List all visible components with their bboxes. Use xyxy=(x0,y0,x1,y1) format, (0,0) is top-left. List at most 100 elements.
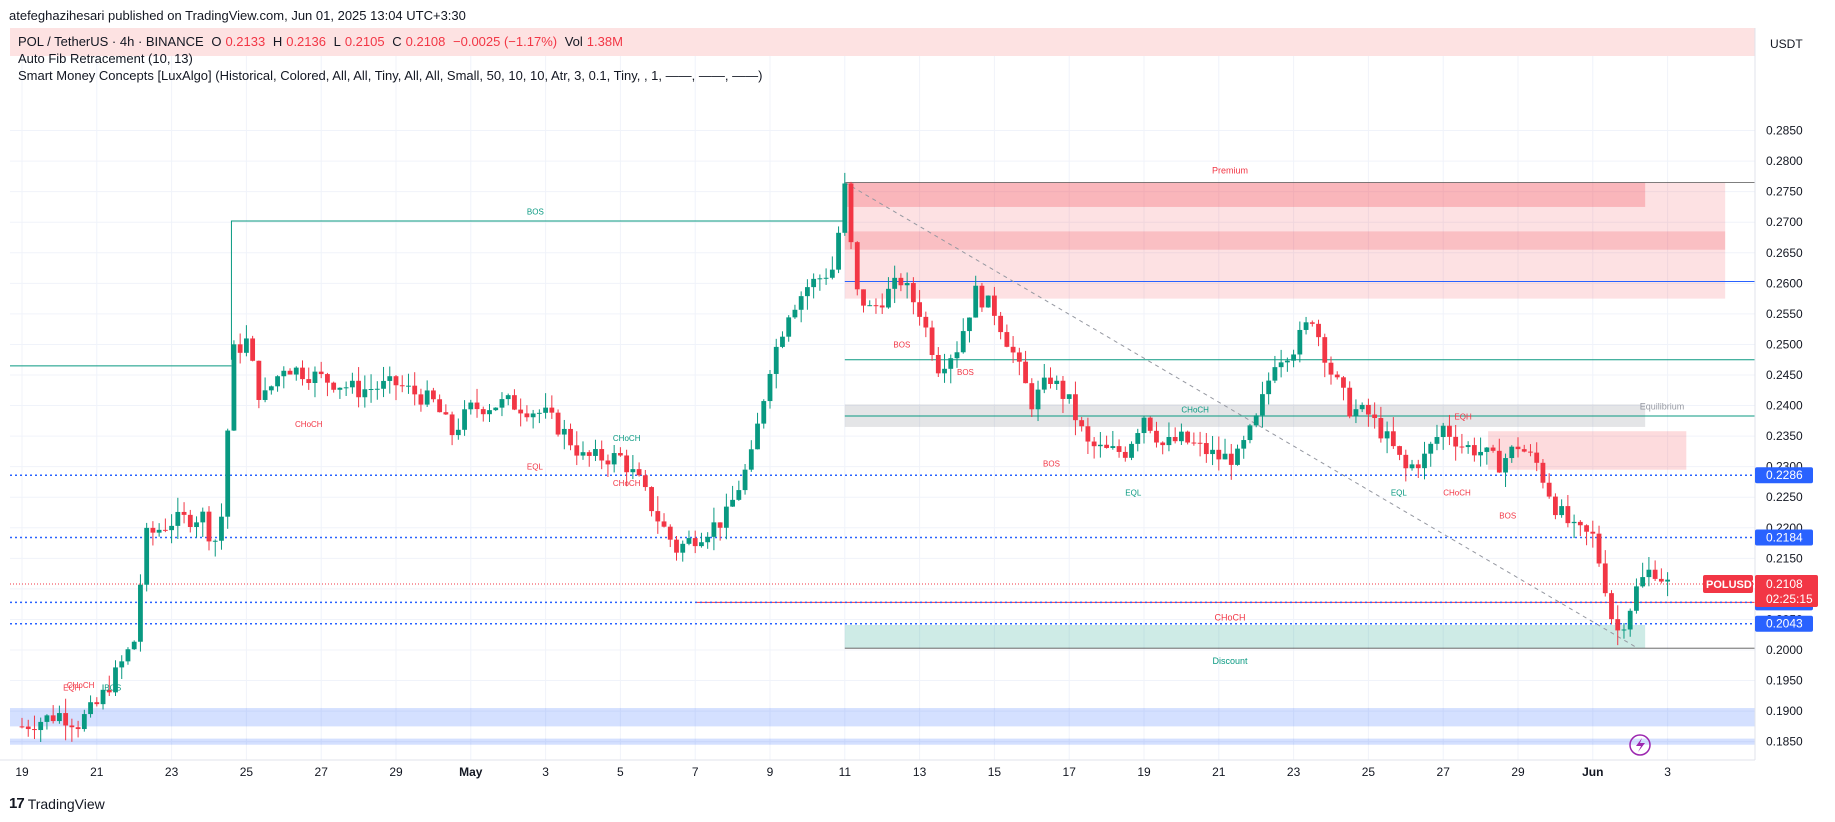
candle-body xyxy=(892,277,898,289)
candle-body xyxy=(1222,453,1228,460)
candle-body xyxy=(412,385,418,395)
candle-body xyxy=(748,449,754,470)
candle-body xyxy=(879,305,885,308)
candle-body xyxy=(1185,431,1191,443)
candle-body xyxy=(443,412,449,415)
zone-label: Equilibrium xyxy=(1640,401,1685,411)
candle-body xyxy=(667,526,673,540)
candle-body xyxy=(1471,445,1477,456)
candle-body xyxy=(717,522,723,528)
candle-body xyxy=(586,452,592,456)
footer-brand[interactable]: 17 TradingView xyxy=(9,795,105,812)
candle-body xyxy=(1490,447,1496,451)
candle-body xyxy=(119,661,125,668)
candle-body xyxy=(593,449,598,456)
candle-body xyxy=(493,407,499,411)
candle-body xyxy=(1129,443,1134,458)
candle-body xyxy=(1091,441,1097,447)
candle-body xyxy=(1110,446,1116,448)
candle-body xyxy=(836,232,841,270)
candle-body xyxy=(368,389,374,391)
order-block xyxy=(844,182,1646,207)
candle-body xyxy=(474,402,480,410)
time-tick: 5 xyxy=(617,765,624,779)
last-price-text: 0.2108 xyxy=(1766,577,1803,591)
candle-body xyxy=(1372,414,1378,419)
candle-body xyxy=(156,529,162,533)
candle-body xyxy=(636,469,642,476)
candle-body xyxy=(219,516,224,541)
indicator-smc[interactable]: Smart Money Concepts [LuxAlgo] (Historic… xyxy=(18,68,763,83)
candle-body xyxy=(1453,436,1459,447)
fib-price-badge-text: 0.2043 xyxy=(1766,617,1803,631)
price-tick: 0.1900 xyxy=(1766,704,1803,718)
candle-body xyxy=(992,295,997,316)
candle-body xyxy=(187,514,193,527)
candle-body xyxy=(505,395,511,400)
symbol-badge xyxy=(1703,575,1753,593)
price-tick: 0.2850 xyxy=(1766,124,1803,138)
candle-body xyxy=(1571,521,1577,524)
candle-body xyxy=(1147,417,1153,431)
time-tick: 13 xyxy=(913,765,927,779)
choch-label: CHoCH xyxy=(1215,612,1246,622)
discount-zone xyxy=(844,624,1646,649)
candle-body xyxy=(1179,431,1184,442)
candle-body xyxy=(1172,437,1178,442)
currency-label[interactable]: USDT xyxy=(1770,37,1803,51)
candle-body xyxy=(1658,578,1664,582)
candle-body xyxy=(287,370,293,375)
price-axis[interactable]: USDT 0.2850 0.2800 0.2750 0.2700 0.2650 0.2600… xyxy=(1629,28,1818,760)
price-tick: 0.2450 xyxy=(1766,368,1803,382)
candle-body xyxy=(680,543,686,553)
candle-body xyxy=(1559,506,1565,516)
candle-body xyxy=(331,382,337,390)
candle-body xyxy=(281,370,287,377)
price-tick: 0.2350 xyxy=(1766,429,1803,443)
candle-body xyxy=(767,373,773,402)
candle-body xyxy=(1496,450,1502,473)
structure-label: BOS xyxy=(527,207,544,216)
candle-body xyxy=(1634,586,1639,611)
candle-body xyxy=(1041,377,1047,390)
candle-body xyxy=(730,499,735,507)
symbol-title[interactable]: POL / TetherUS · 4h · BINANCE xyxy=(18,34,204,49)
close-label: C xyxy=(392,34,402,49)
indicator-fib[interactable]: Auto Fib Retracement (10, 13) xyxy=(18,51,193,66)
candle-body xyxy=(424,390,430,405)
order-block xyxy=(844,231,1726,250)
candle-body xyxy=(1029,383,1035,410)
price-tick: 0.2800 xyxy=(1766,154,1803,168)
candle-body xyxy=(32,729,37,731)
structure-label: CHoCH xyxy=(67,681,95,690)
price-tick: 0.2400 xyxy=(1766,399,1803,413)
candle-body xyxy=(1341,377,1346,388)
candle-body xyxy=(998,315,1004,333)
candle-body xyxy=(1035,389,1041,410)
candle-body xyxy=(1546,482,1552,497)
structure-label: EQH xyxy=(1454,413,1472,422)
time-axis[interactable]: 19 21 23 25 27 29 May 3 5 7 9 11 13 15 17 19 21 23 25 27 29 J… xyxy=(0,759,1755,779)
structure-label: BOS xyxy=(1043,460,1060,469)
candle-body xyxy=(399,385,405,387)
candle-body xyxy=(349,380,355,388)
candle-body xyxy=(985,295,991,308)
candle-body xyxy=(549,407,555,413)
candle-body xyxy=(50,715,56,722)
lightning-icon[interactable] xyxy=(1629,734,1651,756)
high-label: H xyxy=(272,34,283,49)
candle-body xyxy=(929,327,935,355)
candle-body xyxy=(306,379,312,383)
brand-name: TradingView xyxy=(27,795,105,812)
premium-zone xyxy=(844,182,1726,299)
structure-labels: BOS CHoCH EQL CHoCH CHoCH CHoCH BOS BOS BOS CHoCH… xyxy=(63,166,1684,693)
price-tick: 0.2000 xyxy=(1766,643,1803,657)
candle-body xyxy=(674,539,679,553)
time-tick: 27 xyxy=(315,765,329,779)
candle-body xyxy=(1297,329,1303,355)
candle-body xyxy=(1203,443,1209,455)
candle-body xyxy=(480,409,486,415)
candle-body xyxy=(94,702,100,705)
